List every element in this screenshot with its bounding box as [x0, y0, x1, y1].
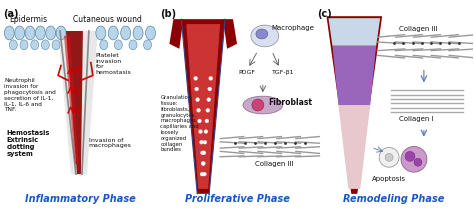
- Ellipse shape: [121, 26, 131, 40]
- Ellipse shape: [41, 40, 49, 50]
- Ellipse shape: [144, 40, 152, 50]
- Text: Collagen III: Collagen III: [399, 26, 438, 32]
- Circle shape: [201, 161, 205, 166]
- Text: Neutrophil
invasion for
phagocytosis and
secretion of IL-1,
IL-1, IL-6 and
TNF.: Neutrophil invasion for phagocytosis and…: [4, 78, 56, 112]
- Ellipse shape: [4, 26, 14, 40]
- Circle shape: [194, 76, 198, 80]
- Ellipse shape: [146, 26, 155, 40]
- Circle shape: [209, 76, 213, 80]
- Text: Fibroblast: Fibroblast: [268, 98, 312, 107]
- Circle shape: [198, 119, 201, 123]
- Text: TGF-β1: TGF-β1: [272, 71, 294, 75]
- Text: (b): (b): [161, 9, 177, 19]
- Polygon shape: [64, 36, 79, 164]
- Text: Cutaneous wound: Cutaneous wound: [73, 15, 142, 24]
- Ellipse shape: [56, 26, 66, 40]
- Circle shape: [401, 147, 427, 172]
- Ellipse shape: [20, 40, 28, 50]
- Circle shape: [202, 172, 206, 176]
- Circle shape: [207, 98, 211, 102]
- Circle shape: [195, 87, 199, 91]
- Circle shape: [414, 158, 422, 166]
- Circle shape: [385, 153, 393, 161]
- Text: Macrophage: Macrophage: [272, 25, 315, 31]
- Circle shape: [199, 130, 202, 134]
- Circle shape: [204, 130, 208, 134]
- Text: Inflammatory Phase: Inflammatory Phase: [25, 194, 135, 204]
- Circle shape: [202, 151, 206, 155]
- Text: PDGF: PDGF: [238, 71, 255, 75]
- Ellipse shape: [256, 29, 268, 39]
- Polygon shape: [66, 31, 83, 174]
- Ellipse shape: [133, 26, 143, 40]
- Polygon shape: [327, 16, 382, 194]
- Ellipse shape: [36, 26, 46, 40]
- Circle shape: [203, 140, 207, 144]
- Ellipse shape: [251, 25, 279, 47]
- Polygon shape: [58, 31, 98, 174]
- Text: Remodeling Phase: Remodeling Phase: [343, 194, 445, 204]
- Text: Apoptosis: Apoptosis: [372, 176, 406, 182]
- Text: Collagen I: Collagen I: [399, 116, 434, 122]
- Circle shape: [252, 99, 264, 111]
- Polygon shape: [328, 18, 380, 46]
- Text: (a): (a): [3, 9, 19, 19]
- Polygon shape: [332, 46, 376, 105]
- Ellipse shape: [46, 26, 55, 40]
- Text: (c): (c): [318, 9, 332, 19]
- Ellipse shape: [25, 26, 35, 40]
- Circle shape: [379, 147, 399, 167]
- Ellipse shape: [31, 40, 39, 50]
- Circle shape: [197, 108, 201, 112]
- Ellipse shape: [52, 40, 60, 50]
- Polygon shape: [182, 19, 225, 194]
- Circle shape: [208, 87, 212, 91]
- Circle shape: [201, 151, 204, 155]
- Polygon shape: [338, 105, 370, 189]
- Circle shape: [206, 108, 210, 112]
- Circle shape: [205, 119, 209, 123]
- Ellipse shape: [108, 26, 118, 40]
- Text: Collagen III: Collagen III: [255, 161, 293, 167]
- Polygon shape: [223, 19, 237, 49]
- Circle shape: [200, 172, 204, 176]
- Text: Epidermis: Epidermis: [9, 15, 47, 24]
- Text: Proliferative Phase: Proliferative Phase: [184, 194, 290, 204]
- Polygon shape: [186, 24, 220, 189]
- Circle shape: [201, 161, 205, 166]
- Circle shape: [200, 140, 203, 144]
- Ellipse shape: [15, 26, 25, 40]
- Circle shape: [405, 151, 415, 161]
- Ellipse shape: [129, 40, 137, 50]
- Ellipse shape: [243, 96, 283, 114]
- Text: Platelet
invasion
for
hemostasis: Platelet invasion for hemostasis: [96, 53, 132, 75]
- Circle shape: [196, 98, 200, 102]
- Polygon shape: [169, 19, 183, 49]
- Ellipse shape: [96, 26, 106, 40]
- Text: Invasion of
macrophages: Invasion of macrophages: [89, 138, 132, 148]
- Ellipse shape: [9, 40, 17, 50]
- Ellipse shape: [100, 40, 108, 50]
- Text: Granulation
tissue:
fibroblasts,
granulocytes,
macrophages,
capillaries and
loos: Granulation tissue: fibroblasts, granulo…: [161, 95, 199, 152]
- Text: Hemostasis
Extrinsic
clotting
system: Hemostasis Extrinsic clotting system: [6, 130, 50, 157]
- Ellipse shape: [114, 40, 122, 50]
